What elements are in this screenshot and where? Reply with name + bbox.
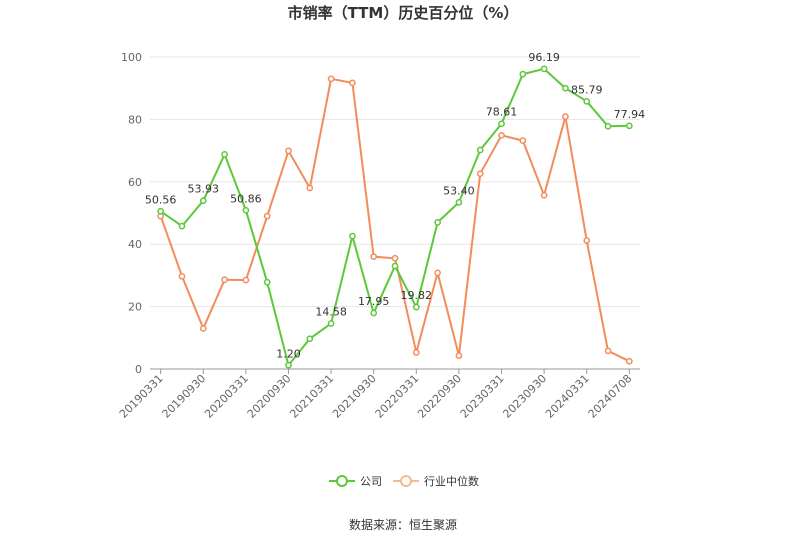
x-tick-label: 20220930 [415, 372, 464, 421]
data-label: 96.19 [528, 51, 560, 64]
data-point [221, 150, 228, 158]
data-point [263, 212, 271, 220]
legend-label-industry-median: 行业中位数 [424, 474, 479, 488]
x-tick-label: 20210930 [330, 372, 379, 421]
data-point [434, 269, 441, 277]
data-point [455, 199, 463, 206]
y-tick-label: 40 [128, 238, 142, 251]
data-label: 50.86 [230, 192, 262, 205]
data-point [370, 309, 378, 317]
data-point [327, 320, 335, 327]
data-label: 53.40 [443, 184, 475, 197]
data-point [327, 75, 335, 83]
data-point [391, 262, 399, 270]
data-labels: 50.56 53.93 50.86 1.20 14.58 17.95 19.82 53.40 7… [145, 51, 645, 360]
y-tick-label: 60 [128, 176, 142, 189]
data-point [498, 131, 505, 139]
data-point [519, 70, 527, 78]
legend-marker-icon [336, 475, 348, 487]
x-tick-label: 20230331 [458, 372, 507, 421]
data-label: 50.56 [145, 193, 177, 206]
gridlines [150, 56, 640, 308]
data-point [455, 352, 463, 359]
y-tick-label: 100 [121, 51, 142, 64]
data-point [349, 79, 356, 87]
x-tick-label: 20210331 [287, 372, 336, 421]
data-label: 17.95 [358, 295, 390, 308]
data-point [476, 146, 484, 154]
data-label: 77.94 [614, 108, 646, 121]
data-point [285, 361, 292, 369]
legend-item-industry-median[interactable]: 行业中位数 [393, 474, 479, 488]
data-point [476, 170, 484, 178]
data-label: 19.82 [401, 289, 433, 302]
data-point [604, 122, 612, 130]
data-point [519, 137, 527, 144]
data-point [242, 276, 250, 284]
data-point [242, 206, 250, 214]
data-point [178, 272, 186, 280]
x-tick-label: 20240331 [543, 372, 592, 421]
data-label: 85.79 [571, 83, 603, 96]
data-point [434, 219, 441, 226]
data-point [199, 197, 207, 205]
legend-label-company: 公司 [360, 475, 382, 488]
data-point [306, 184, 314, 192]
legend-marker-icon [400, 475, 412, 487]
data-point [285, 147, 292, 155]
data-point [178, 222, 186, 230]
y-axis: 0 20 40 60 80 100 [121, 51, 142, 376]
data-point [349, 232, 356, 240]
data-point [391, 254, 399, 262]
data-point [498, 120, 505, 128]
data-label: 53.93 [188, 183, 220, 196]
data-point [199, 325, 207, 332]
data-point [562, 113, 569, 120]
legend[interactable]: 公司 行业中位数 [329, 474, 479, 488]
data-point [540, 65, 548, 73]
legend-item-company[interactable]: 公司 [329, 475, 382, 488]
x-tick-label: 20190930 [160, 372, 209, 421]
data-point [412, 303, 420, 311]
data-source: 数据来源：恒生聚源 [349, 517, 457, 532]
data-point [540, 191, 548, 199]
x-axis: 2019033120190930202003312020093020210331… [117, 368, 640, 421]
data-point [221, 276, 228, 284]
data-point [157, 207, 165, 215]
data-point [370, 253, 378, 261]
series-line-industry-median [159, 77, 630, 363]
data-point [625, 122, 633, 130]
data-point [583, 237, 591, 244]
data-point [583, 97, 591, 105]
data-point [625, 357, 633, 365]
data-point [562, 84, 569, 92]
data-point [604, 347, 612, 355]
series-layer [157, 65, 633, 369]
x-tick-label: 20240708 [586, 372, 635, 421]
series-line-company [160, 67, 630, 367]
y-tick-label: 80 [128, 113, 142, 126]
data-point [263, 278, 271, 286]
chart-title: 市销率（TTM）历史百分位（%） [288, 4, 519, 22]
data-point [412, 349, 420, 356]
x-tick-label: 20200930 [245, 372, 294, 421]
data-label: 1.20 [276, 347, 301, 360]
data-label: 78.61 [486, 106, 518, 119]
y-tick-label: 20 [128, 301, 142, 314]
x-tick-label: 20200331 [202, 372, 251, 421]
x-tick-label: 20190331 [117, 372, 166, 421]
data-label: 14.58 [315, 306, 347, 319]
y-tick-label: 0 [135, 363, 142, 376]
x-tick-label: 20220331 [373, 372, 422, 421]
data-point [306, 335, 314, 343]
x-tick-label: 20230930 [500, 372, 549, 421]
